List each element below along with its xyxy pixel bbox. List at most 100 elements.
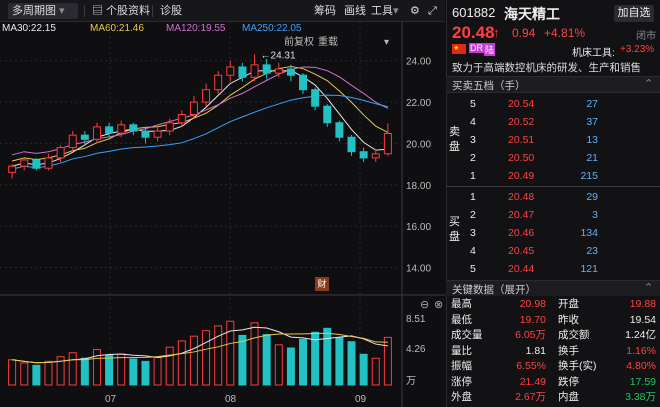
chips-button[interactable]: 筹码 <box>314 5 336 17</box>
volume-bar <box>32 364 41 386</box>
ask-row[interactable]: 4 20.52 37 <box>446 113 660 131</box>
ma-line-ma250 <box>11 94 388 170</box>
stat-value: 1.81 <box>525 344 546 357</box>
stock-name: 海天精工 <box>504 6 560 22</box>
connect-tag: 陆 <box>484 43 496 56</box>
stat-label: 跌停 <box>558 375 579 388</box>
order-book-header[interactable] <box>446 76 660 93</box>
minimize-icon[interactable]: ⊖ <box>420 299 430 311</box>
ma60-legend: MA60:21.46 <box>90 23 144 34</box>
volume-bar <box>141 360 150 386</box>
key-data-header[interactable] <box>446 280 660 296</box>
stat-value: 1.24亿 <box>625 329 656 341</box>
candle-body <box>214 74 223 91</box>
gear-icon[interactable]: ⚙ <box>410 5 420 17</box>
candle-body <box>8 165 17 173</box>
chart-toolbar <box>0 0 445 22</box>
level-number: 3 <box>470 134 476 146</box>
draw-button[interactable]: 画线 <box>344 5 366 17</box>
candle-body <box>202 89 211 103</box>
stat-value: 3.38万 <box>625 391 656 403</box>
volume-bar <box>238 334 247 386</box>
stat-label: 振幅 <box>451 360 472 372</box>
chevron-down-icon: ▾ <box>393 5 399 17</box>
dropdown-icon[interactable]: ▾ <box>384 37 390 48</box>
stat-value: 19.54 <box>629 313 656 326</box>
tools-dropdown[interactable]: 工具▾ <box>371 3 407 19</box>
volume-bar <box>299 338 308 386</box>
bid-row[interactable]: 1 20.48 29 <box>446 188 660 206</box>
divider <box>84 5 85 17</box>
candle-body <box>80 134 89 140</box>
volume-tick-label: 8.51 <box>406 314 426 325</box>
diagnose-button[interactable]: 诊股 <box>160 5 182 17</box>
profile-button[interactable]: ▤ 个股资料 <box>92 3 154 19</box>
level-price: 20.50 <box>508 152 535 164</box>
stat-row: 成交量 6.05万 成交额 1.24亿 <box>446 328 660 343</box>
level-volume: 27 <box>586 98 598 110</box>
reinstate-button[interactable]: 前复权 <box>284 37 314 48</box>
period-dropdown[interactable]: 多周期图 ▾ <box>8 3 78 19</box>
up-arrow-icon: ↑ <box>493 25 500 40</box>
stock-code: 601882 <box>452 5 496 20</box>
x-tick-label: 08 <box>225 394 237 405</box>
bid-row[interactable]: 4 20.45 23 <box>446 242 660 260</box>
y-tick-label: 14.00 <box>406 263 431 274</box>
stat-value: 19.88 <box>629 298 656 310</box>
level-volume: 23 <box>586 245 598 257</box>
chevron-up-icon[interactable]: ⌃ <box>644 282 654 294</box>
candle-body <box>177 113 186 124</box>
volume-bar <box>189 335 198 386</box>
bid-row[interactable]: 2 20.47 3 <box>446 206 660 224</box>
bid-row[interactable]: 3 20.46 134 <box>446 224 660 242</box>
close-icon[interactable]: ⊗ <box>434 299 444 311</box>
candle-body <box>226 66 235 76</box>
quote-panel <box>446 0 660 407</box>
level-price: 20.54 <box>508 98 535 110</box>
stat-value: 1.16% <box>626 344 656 357</box>
stat-label: 成交量 <box>451 329 483 341</box>
candle-body <box>105 126 114 134</box>
ask-row[interactable]: 1 20.49 215 <box>446 167 660 185</box>
stat-value: 21.49 <box>519 375 546 388</box>
volume-bar <box>92 349 101 386</box>
volume-bar <box>202 330 211 386</box>
overlay-button[interactable]: 重载 <box>318 37 338 48</box>
candle-body <box>238 66 247 78</box>
volume-bar <box>8 359 17 386</box>
stat-label: 最低 <box>451 313 472 326</box>
y-tick-label: 18.00 <box>406 181 431 192</box>
y-tick-label: 24.00 <box>406 57 431 68</box>
candle-body <box>189 101 198 115</box>
volume-bar <box>80 357 89 386</box>
level-number: 4 <box>470 245 476 257</box>
chart-canvas[interactable]: 24.00 22.00 20.00 18.00 16.00 14.00 07 08 09 ←24.… <box>0 22 445 407</box>
stat-label: 换手(实) <box>558 360 597 372</box>
bid-row[interactable]: 5 20.44 121 <box>446 260 660 278</box>
ask-row[interactable]: 5 20.54 27 <box>446 95 660 113</box>
ask-row[interactable]: 3 20.51 13 <box>446 131 660 149</box>
volume-bar <box>262 334 271 386</box>
sector-change: +3.23% <box>620 44 655 55</box>
stat-value: 20.98 <box>519 298 546 310</box>
stat-row: 涨停 21.49 跌停 17.59 <box>446 375 660 390</box>
doc-icon: ▤ <box>92 5 107 17</box>
volume-bar <box>214 325 223 386</box>
level-volume: 37 <box>586 116 598 128</box>
stat-row: 最低 19.70 昨收 19.54 <box>446 313 660 328</box>
candle-body <box>153 130 162 138</box>
add-favorite-button[interactable]: 加自选 <box>614 5 654 22</box>
chevron-up-icon[interactable]: ⌃ <box>644 78 654 90</box>
stat-row: 量比 1.81 换手 1.16% <box>446 344 660 359</box>
volume-bar <box>286 347 295 386</box>
volume-bar <box>347 341 356 386</box>
expand-icon[interactable]: ⤢ <box>428 5 437 17</box>
sector-name[interactable]: 机床工具: <box>572 48 615 59</box>
ask-row[interactable]: 2 20.50 21 <box>446 149 660 167</box>
level-price: 20.47 <box>508 209 535 221</box>
financial-badge[interactable]: 财 <box>315 277 329 291</box>
candle-body <box>44 157 53 169</box>
stat-label: 最高 <box>451 298 472 310</box>
stat-label: 成交额 <box>558 329 590 341</box>
volume-bar <box>226 320 235 386</box>
